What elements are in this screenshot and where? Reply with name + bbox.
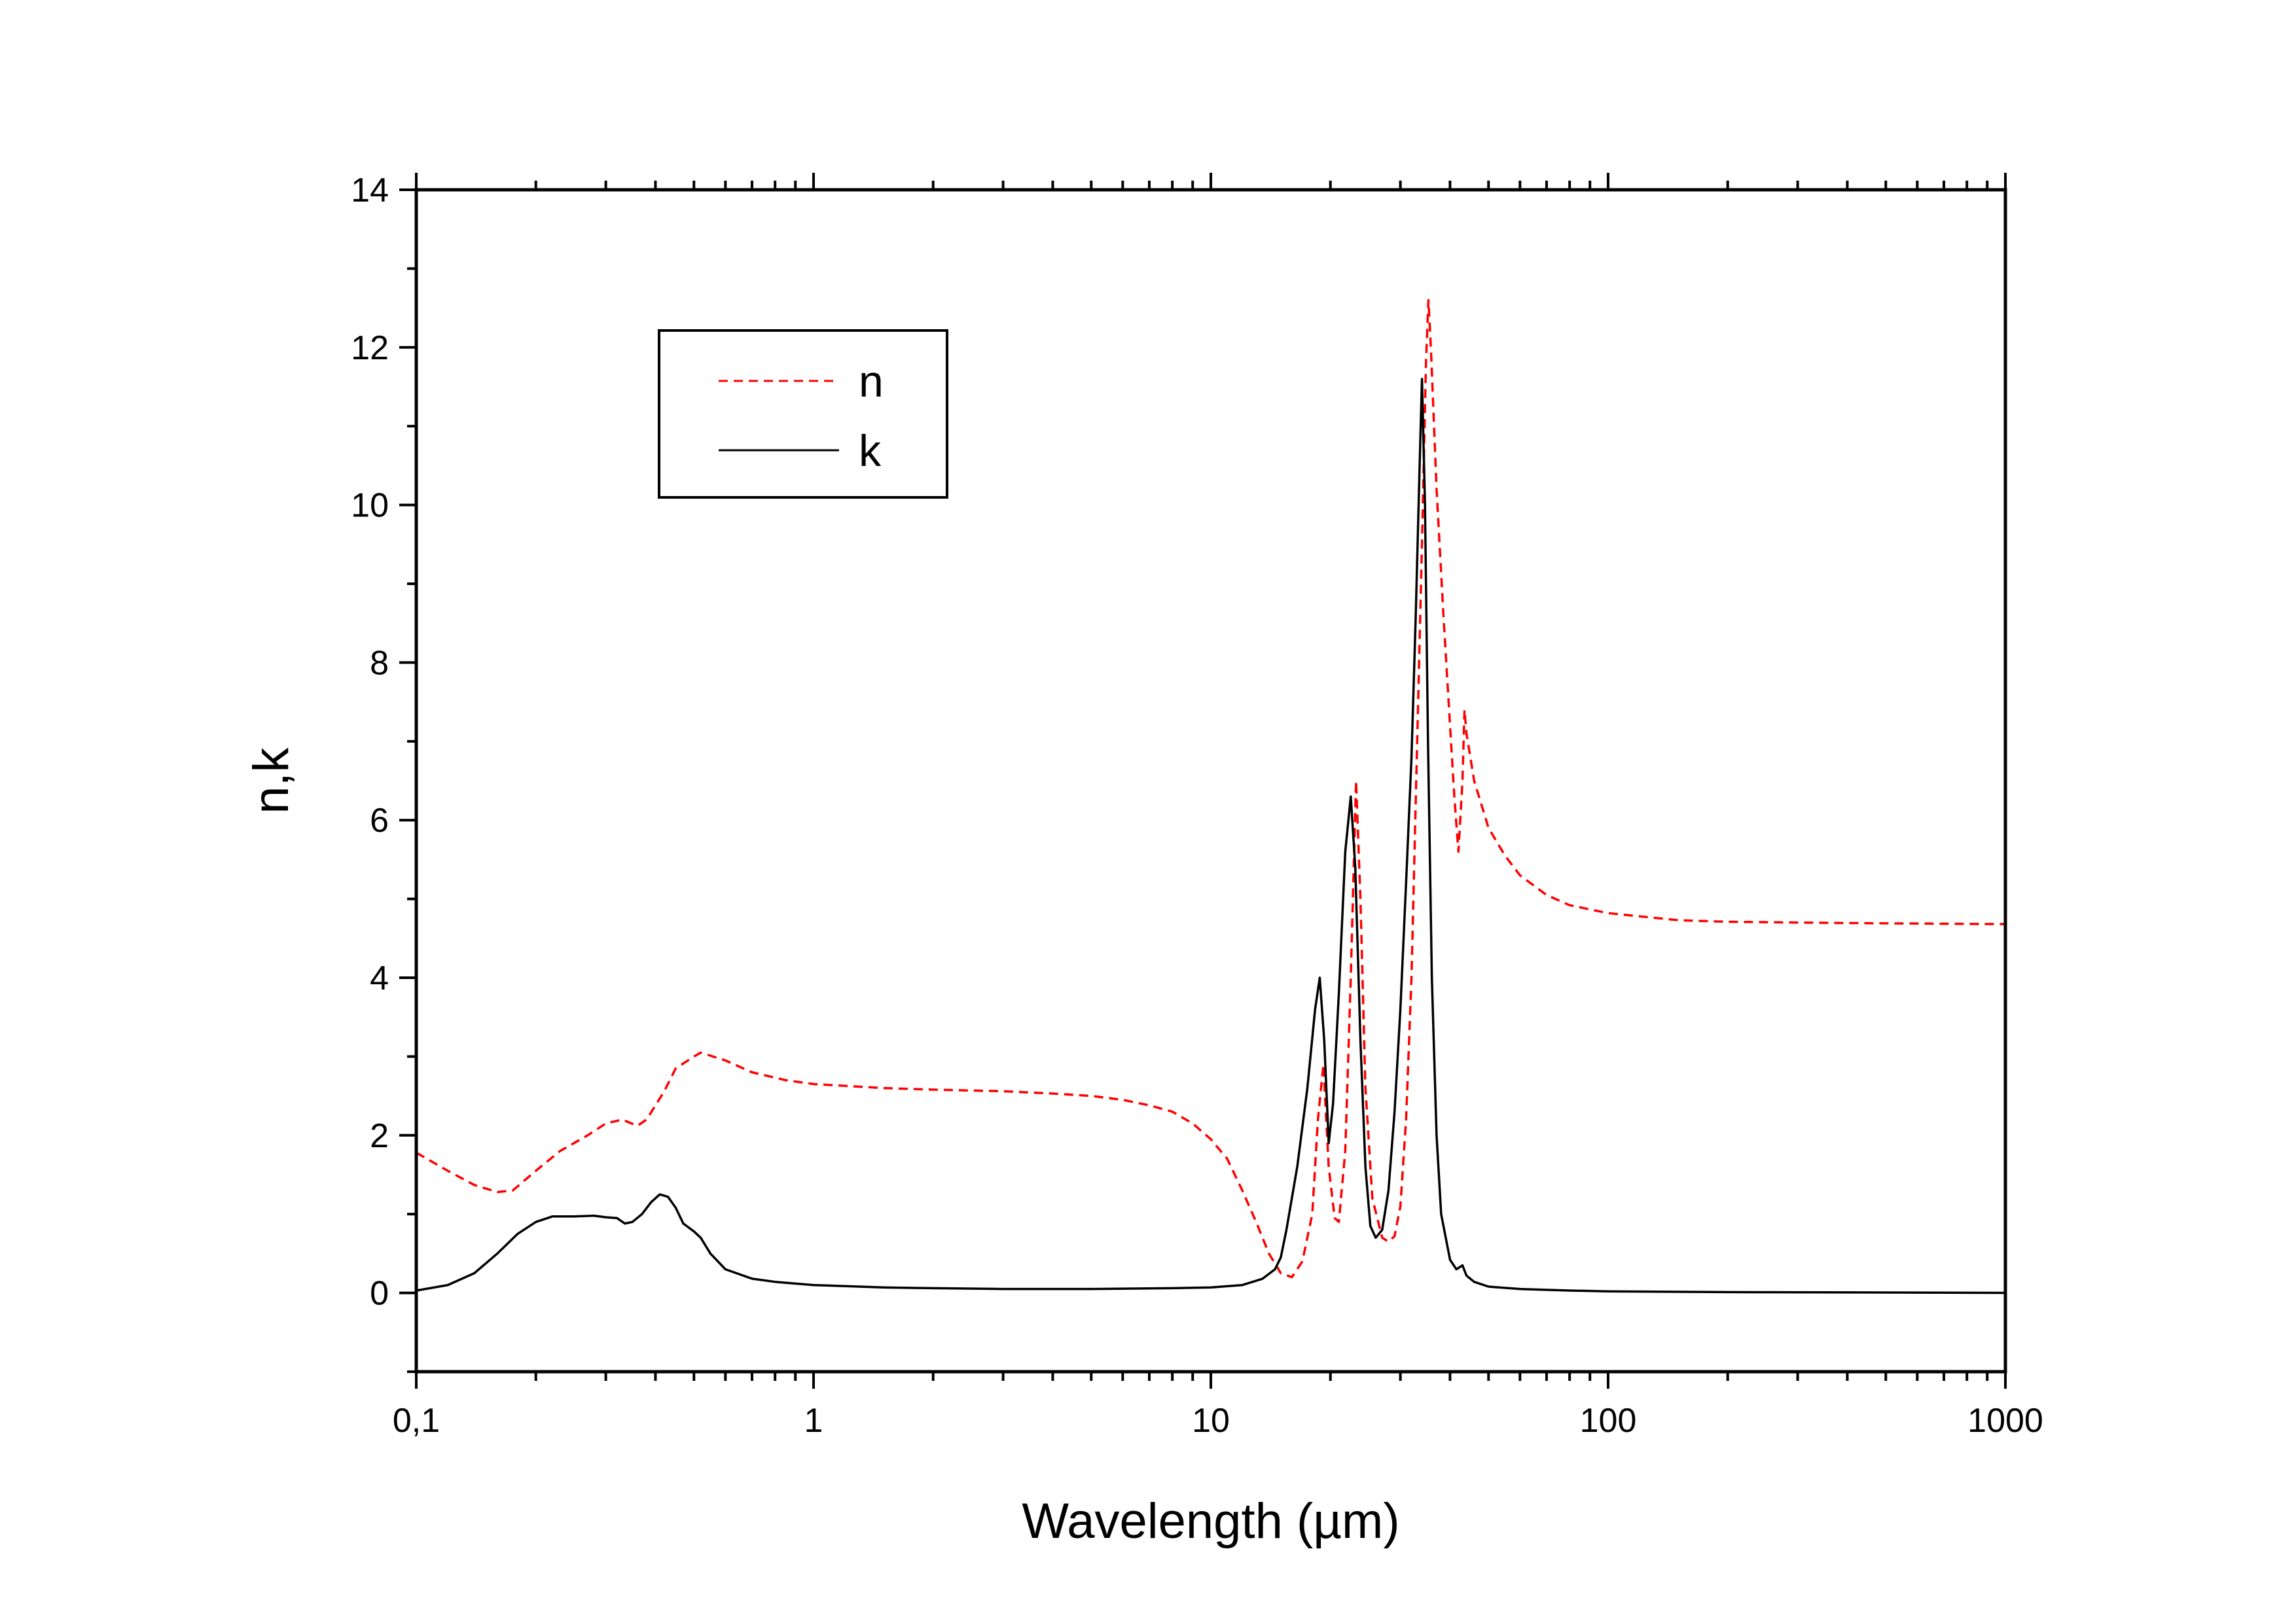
plot-frame <box>414 188 2007 1374</box>
x-tick-label: 10 <box>1192 1402 1230 1440</box>
series-line-n <box>416 298 2005 1279</box>
legend-label-n: n <box>859 357 884 406</box>
y-tick-label: 6 <box>370 802 389 840</box>
y-tick-label: 14 <box>351 171 389 209</box>
y-tick-label: 10 <box>351 487 389 525</box>
legend-label-k: k <box>859 426 882 476</box>
legend: n k <box>658 329 948 499</box>
tick-layer: 0,1 1 10 100 1000 0 2 4 6 8 10 12 14 <box>351 171 2043 1440</box>
x-tick-label: 100 <box>1580 1402 1637 1440</box>
y-tick-label: 12 <box>351 329 389 367</box>
y-tick-label: 4 <box>370 959 389 997</box>
legend-box <box>658 329 948 499</box>
y-tick-label: 0 <box>370 1275 389 1313</box>
x-tick-label: 1000 <box>1967 1402 2043 1440</box>
y-tick-label: 2 <box>370 1117 389 1155</box>
series-line-k <box>416 378 2005 1294</box>
series-layer <box>416 298 2005 1294</box>
y-tick-label: 8 <box>370 644 389 682</box>
x-axis-title: Wavelength (µm) <box>1022 1493 1399 1549</box>
y-axis-title: n,k <box>243 747 299 813</box>
x-tick-label: 0,1 <box>393 1402 440 1440</box>
x-tick-label: 1 <box>804 1402 823 1440</box>
